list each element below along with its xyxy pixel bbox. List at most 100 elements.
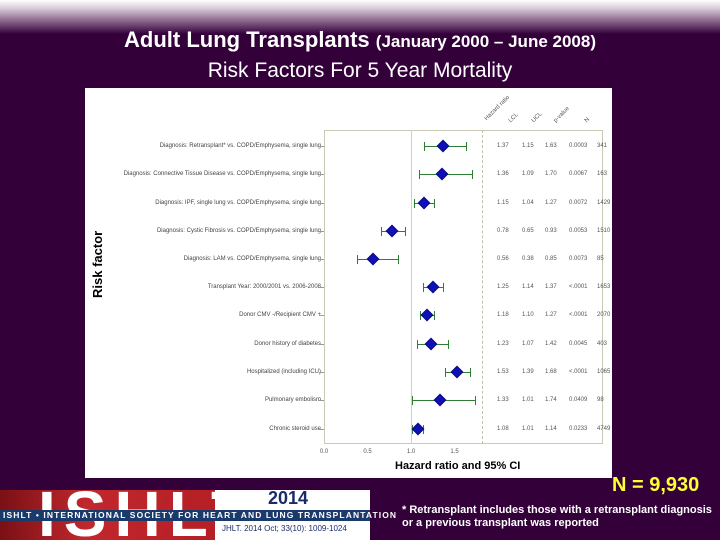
ci-cap-high <box>465 142 467 151</box>
table-cell-lcl: 1.39 <box>522 369 534 375</box>
x-tick-label: 1.0 <box>406 449 416 455</box>
table-cell-lcl: 1.15 <box>522 143 534 149</box>
table-cell-ucl: 1.27 <box>545 200 557 206</box>
table-cell-lcl: 1.07 <box>522 341 534 347</box>
title-period: (January 2000 – June 2008) <box>375 32 596 51</box>
ci-cap-low <box>414 199 416 208</box>
reference-line <box>411 130 412 444</box>
table-cell-lcl: 1.01 <box>522 426 534 432</box>
table-cell-p: <.0001 <box>569 284 588 290</box>
table-cell-n: 1429 <box>597 200 611 206</box>
logo-band: ISHLT • INTERNATIONAL SOCIETY FOR HEART … <box>0 510 396 521</box>
table-cell-p: <.0001 <box>569 312 588 318</box>
table-cell-n: 2070 <box>597 312 611 318</box>
table-cell-p: <.0001 <box>569 369 588 375</box>
table-cell-hr: 1.08 <box>497 426 509 432</box>
table-cell-n: 1065 <box>597 369 611 375</box>
risk-factor-label: Chronic steroid use <box>269 426 321 432</box>
table-cell-ucl: 1.37 <box>545 284 557 290</box>
table-cell-ucl: 0.93 <box>545 228 557 234</box>
ishlt-logo: ISHLT ISHLT • INTERNATIONAL SOCIETY FOR … <box>0 482 396 540</box>
table-cell-hr: 1.53 <box>497 369 509 375</box>
table-cell-hr: 1.33 <box>497 397 509 403</box>
column-header: LCL <box>507 111 520 124</box>
y-tick <box>319 429 324 430</box>
top-gradient <box>0 0 720 34</box>
table-cell-lcl: 1.01 <box>522 397 534 403</box>
ci-cap-low <box>418 170 420 179</box>
ci-cap-high <box>470 368 472 377</box>
x-axis-label: Hazard ratio and 95% CI <box>395 460 521 472</box>
table-cell-lcl: 1.14 <box>522 284 534 290</box>
table-cell-ucl: 1.14 <box>545 426 557 432</box>
table-cell-hr: 1.15 <box>497 200 509 206</box>
risk-factor-label: Pulmonary embolism <box>264 397 321 403</box>
ci-cap-low <box>411 396 413 405</box>
page-subtitle: Risk Factors For 5 Year Mortality <box>207 59 513 82</box>
table-cell-p: 0.0045 <box>569 341 588 347</box>
report-year: 2014 <box>268 488 309 508</box>
table-cell-n: 163 <box>597 171 608 177</box>
ci-cap-low <box>419 311 421 320</box>
risk-factor-label: Diagnosis: Cystic Fibrosis vs. COPD/Emph… <box>156 228 321 234</box>
ci-cap-low <box>380 227 382 236</box>
x-tick-label: 0.5 <box>363 449 372 455</box>
table-cell-ucl: 1.68 <box>545 369 557 375</box>
table-cell-ucl: 1.27 <box>545 312 557 318</box>
risk-factor-label: Diagnosis: LAM vs. COPD/Emphysema, singl… <box>183 256 321 262</box>
table-cell-ucl: 0.85 <box>545 256 557 262</box>
column-header: N <box>583 116 592 124</box>
column-header: Hazard ratio <box>483 94 512 122</box>
table-cell-hr: 0.56 <box>497 256 509 262</box>
table-cell-n: 85 <box>597 256 604 262</box>
ci-cap-low <box>444 368 446 377</box>
y-tick <box>319 259 324 260</box>
ci-cap-low <box>423 283 425 292</box>
table-cell-p: 0.0409 <box>569 397 588 403</box>
ci-cap-high <box>397 255 399 264</box>
table-cell-n: 403 <box>597 341 608 347</box>
table-cell-hr: 1.25 <box>497 284 509 290</box>
table-cell-ucl: 1.70 <box>545 171 557 177</box>
page-title: Adult Lung Transplants (January 2000 – J… <box>0 27 720 53</box>
ci-cap-low <box>424 142 426 151</box>
ci-cap-high <box>434 199 436 208</box>
risk-factor-label: Donor history of diabetes <box>254 341 321 347</box>
y-tick <box>319 231 324 232</box>
y-tick <box>319 400 324 401</box>
column-header: UCL <box>530 111 544 124</box>
table-cell-p: 0.0072 <box>569 200 588 206</box>
x-tick-label: 1.5 <box>450 449 459 455</box>
citation: JHLT. 2014 Oct; 33(10): 1009-1024 <box>222 524 347 533</box>
y-tick <box>319 372 324 373</box>
risk-factor-label: Diagnosis: Connective Tissue Disease vs.… <box>123 171 321 177</box>
table-cell-ucl: 1.63 <box>545 143 557 149</box>
y-tick <box>319 287 324 288</box>
sample-size: N = 9,930 <box>612 474 700 496</box>
x-tick-label: 0.0 <box>319 449 329 455</box>
table-cell-hr: 1.36 <box>497 171 509 177</box>
y-tick <box>319 146 324 147</box>
y-tick <box>319 344 324 345</box>
table-cell-p: 0.0003 <box>569 143 588 149</box>
y-tick <box>319 315 324 316</box>
table-cell-lcl: 0.38 <box>522 256 534 262</box>
table-cell-n: 4749 <box>597 426 611 432</box>
table-cell-hr: 1.37 <box>497 143 509 149</box>
table-cell-lcl: 0.65 <box>522 228 534 234</box>
table-cell-hr: 1.23 <box>497 341 509 347</box>
table-cell-p: 0.0233 <box>569 426 588 432</box>
risk-factor-label: Donor CMV -/Recipient CMV + <box>239 312 321 318</box>
ci-cap-high <box>447 340 449 349</box>
ci-cap-high <box>434 311 436 320</box>
table-cell-lcl: 1.04 <box>522 200 534 206</box>
table-cell-hr: 0.78 <box>497 228 509 234</box>
plot-frame <box>324 130 603 444</box>
ci-cap-high <box>471 170 473 179</box>
ci-cap-high <box>404 227 406 236</box>
table-cell-p: 0.0067 <box>569 171 588 177</box>
ci-cap-high <box>443 283 445 292</box>
risk-factor-label: Diagnosis: IPF, single lung vs. COPD/Emp… <box>155 200 321 206</box>
table-cell-n: 98 <box>597 397 604 403</box>
y-axis-label: Risk factor <box>90 230 105 298</box>
